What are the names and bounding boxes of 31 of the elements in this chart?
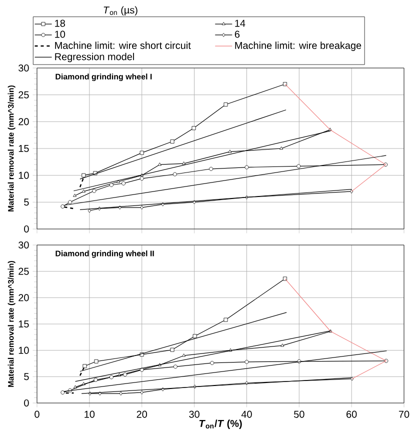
y-tick-label: 0: [24, 225, 29, 233]
legend-label: Machine limit: wire short circuit: [55, 42, 191, 49]
x-tick-label: 0: [34, 410, 40, 418]
y-tick-label: 10: [18, 346, 29, 354]
x-tick-label: 50: [294, 410, 304, 418]
legend-label: 10: [55, 30, 66, 38]
y-tick-label: 30: [18, 241, 29, 249]
y-tick-label: 0: [24, 399, 29, 407]
legend-label: 18: [55, 20, 66, 27]
y-tick-label: 25: [18, 91, 29, 98]
y-tick-label: 5: [24, 373, 29, 380]
y-tick-label: 10: [18, 172, 29, 179]
x-tick-label: 40: [241, 410, 252, 418]
x-tick-label: 70: [398, 410, 410, 418]
y-tick-label: 5: [24, 198, 29, 206]
y-tick-label: 15: [18, 145, 29, 152]
x-tick-label: 10: [84, 410, 95, 418]
legend-label: 14: [235, 20, 246, 27]
y-tick-label: 30: [18, 64, 29, 72]
x-tick-label: 30: [189, 410, 200, 418]
y-tick-label: 25: [18, 268, 29, 275]
x-axis-title: T$_{on}$/T (%): [199, 420, 242, 429]
legend-title: T$_{on}$ (µs): [104, 6, 138, 16]
legend-label: Machine limit: wire breakage: [235, 42, 362, 51]
legend-label: 6: [234, 30, 240, 38]
x-tick-label: 60: [346, 410, 357, 418]
y-tick-label: 20: [18, 118, 29, 126]
x-tick-label: 20: [136, 410, 148, 418]
y-tick-label: 20: [18, 294, 29, 302]
y-tick-label: 15: [18, 320, 29, 328]
legend-label: Regression model: [55, 52, 134, 62]
